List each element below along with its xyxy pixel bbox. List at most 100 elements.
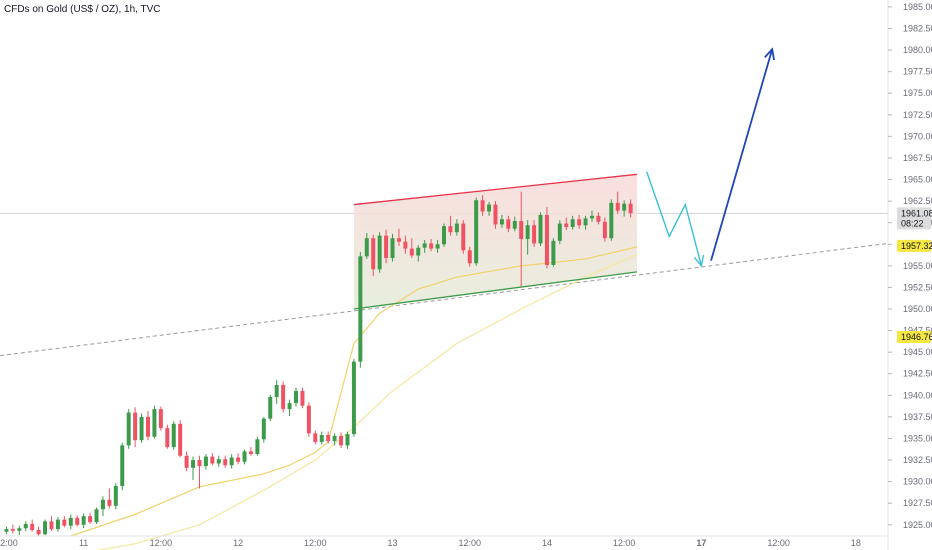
candle-body [435, 244, 440, 249]
candle-body [570, 219, 575, 228]
candle-body [416, 247, 421, 256]
candle-body [165, 428, 170, 448]
y-tick-label: 1972.50 [903, 110, 932, 120]
candle-body [467, 250, 472, 264]
candle-body [120, 445, 125, 486]
candle-body [268, 397, 273, 419]
candle-body [210, 456, 215, 464]
time-axis[interactable]: 12:00 11 12:00 12 12:00 13 12:00 14 12:00 17 12:00… [0, 535, 888, 548]
projection-path [710, 48, 774, 261]
candle-body [442, 226, 446, 245]
candle-body [133, 412, 138, 441]
y-tick-label: 1967.50 [903, 153, 932, 163]
y-tick-label: 1952.50 [903, 282, 932, 292]
projection-arrowhead [764, 47, 775, 61]
candle-body [191, 460, 196, 468]
channel-bottom-line [353, 271, 638, 310]
candle-body [4, 529, 9, 532]
candle-body [487, 204, 492, 212]
y-tick-label: 1940.00 [903, 390, 932, 400]
y-tick-label: 1942.50 [903, 369, 932, 379]
candle-body [300, 390, 305, 406]
price-badge [897, 207, 931, 230]
candle-body [615, 202, 620, 211]
candle-body [55, 519, 60, 530]
candle-body [17, 528, 22, 531]
y-tick-label: 1947.50 [903, 326, 932, 336]
y-tick-label: 1962.50 [903, 196, 932, 206]
candle-body [538, 214, 543, 244]
candle-body [88, 516, 93, 523]
candle-body [197, 460, 202, 467]
candle-body [281, 384, 286, 410]
candle-body [43, 521, 48, 535]
x-tick-label: 14 [542, 538, 552, 548]
projection-arrowhead [693, 254, 705, 268]
y-tick-label: 1965.00 [903, 175, 932, 185]
y-tick-label: 1925.00 [903, 520, 932, 530]
candle-body [396, 238, 401, 242]
candle-body [532, 225, 537, 244]
candle-body [223, 459, 228, 466]
y-tick-label: 1980.00 [903, 45, 932, 55]
candle-body [313, 433, 318, 442]
candle-body [94, 509, 99, 523]
candle-body [184, 455, 189, 468]
candle-body [499, 219, 504, 225]
channel-fill [353, 174, 638, 309]
y-tick-label: 1977.50 [903, 67, 932, 77]
candle-body [255, 439, 260, 455]
y-tick-label: 1937.50 [903, 412, 932, 422]
y-tick-label: 1970.00 [903, 131, 932, 141]
x-tick-label: 12 [233, 538, 243, 548]
candle-body [622, 203, 627, 211]
candle-body [242, 451, 247, 462]
x-tick-label: 12:00 [0, 538, 18, 548]
price-badge-label: 1946.76 [901, 332, 932, 342]
candle-body [158, 409, 163, 429]
candle-body [107, 499, 112, 506]
price-badge-label: 1957.32 [901, 241, 932, 251]
candle-body [454, 223, 459, 233]
candle-body [203, 456, 208, 467]
candles [4, 191, 633, 536]
y-tick-label: 1955.00 [903, 261, 932, 271]
candle-body [152, 409, 157, 437]
y-tick-label: 1982.50 [903, 23, 932, 33]
candle-body [544, 214, 549, 265]
candle-body [519, 220, 524, 240]
candle-body [339, 435, 344, 446]
candle-body [390, 238, 395, 259]
candle-body [506, 219, 511, 229]
channel-top-line [353, 173, 638, 206]
candle-body [602, 221, 607, 239]
candle-body [384, 235, 389, 259]
candle-body [493, 204, 498, 225]
candle-body [236, 457, 241, 462]
candle-body [68, 517, 73, 526]
y-tick-label: 1932.50 [903, 455, 932, 465]
channel-layer [0, 174, 889, 357]
candle-body [62, 519, 67, 526]
candle-body [564, 223, 569, 228]
candle-body [126, 412, 131, 446]
candle-body [274, 384, 279, 398]
candle-body [628, 203, 633, 214]
candle-body [178, 423, 183, 456]
candle-body [306, 405, 311, 434]
candle-body [512, 220, 517, 229]
candle-body [590, 215, 594, 219]
y-tick-label: 1985.00 [903, 2, 932, 12]
candle-body [30, 523, 35, 530]
candle-body [248, 451, 253, 455]
candle-body [326, 435, 331, 442]
candle-body [23, 523, 28, 529]
candle-body [75, 517, 80, 525]
y-tick-label: 1935.00 [903, 433, 932, 443]
x-tick-label: 11 [79, 538, 88, 548]
y-tick-label: 1930.00 [903, 477, 932, 487]
candle-body [577, 219, 582, 226]
x-tick-label: 12:00 [613, 538, 636, 548]
candle-body [81, 516, 86, 525]
